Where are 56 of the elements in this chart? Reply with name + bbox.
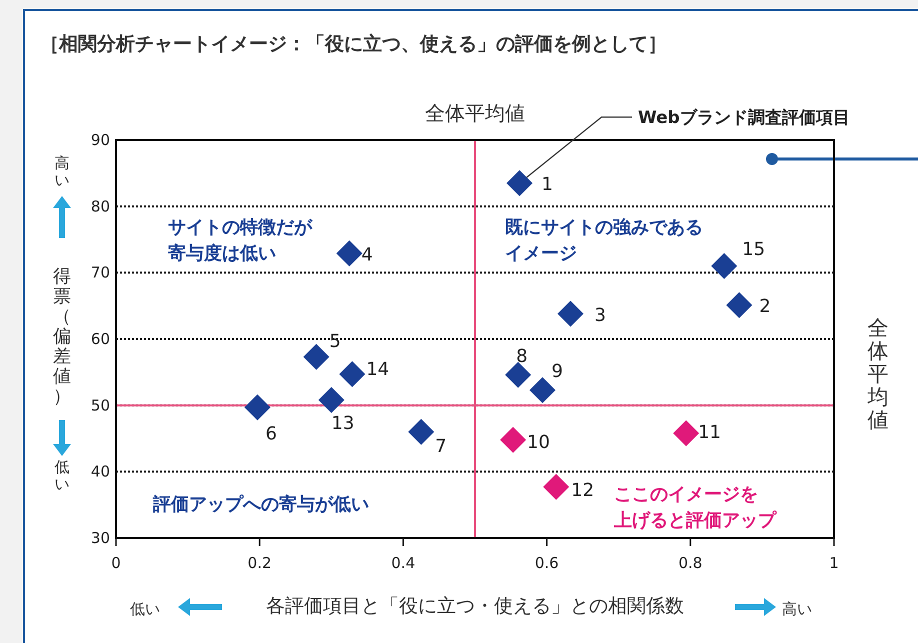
annotation: 15 xyxy=(742,239,766,260)
point xyxy=(505,362,532,388)
annotation: 1 xyxy=(542,174,553,196)
y-tick-label: 50 xyxy=(90,396,110,414)
y-tick-label: 60 xyxy=(90,330,110,348)
text: 低い xyxy=(130,600,160,618)
y-tick-label: 90 xyxy=(90,131,110,149)
y-tick-label: 40 xyxy=(90,462,110,481)
point xyxy=(303,344,330,370)
annotation: 9 xyxy=(551,361,563,382)
x-tick-label: 0.2 xyxy=(248,554,272,572)
x-axis-title: 各評価項目と「役に立つ・使える」との相関係数 xyxy=(266,595,684,617)
point xyxy=(506,170,533,196)
annotation: 3 xyxy=(594,304,606,326)
y-tick-label: 80 xyxy=(90,197,110,216)
annotation: 7 xyxy=(435,436,447,457)
x-tick-label: 1 xyxy=(829,554,839,572)
point xyxy=(318,387,344,414)
point xyxy=(529,377,556,404)
text: 高い xyxy=(54,154,70,189)
annotation: 13 xyxy=(331,413,354,434)
text: 高い xyxy=(782,600,812,618)
annotation: 10 xyxy=(527,432,550,453)
point xyxy=(673,420,700,446)
point xyxy=(543,474,570,500)
text: 低い xyxy=(54,458,70,493)
annotation: 8 xyxy=(516,346,528,367)
point xyxy=(557,300,584,327)
point xyxy=(500,426,526,453)
point xyxy=(244,394,270,420)
point xyxy=(339,361,366,388)
annotation: 11 xyxy=(698,422,721,444)
annotation: 4 xyxy=(361,244,373,266)
x-tick-label: 0.6 xyxy=(534,554,559,572)
ref-line-label: 全体平均値 xyxy=(425,101,525,125)
chart-title: ［相関分析チャートイメージ：「役に立つ、使える」の評価を例として］ xyxy=(40,33,667,55)
x-tick-label: 0 xyxy=(111,554,121,572)
y-tick-label: 70 xyxy=(90,264,110,282)
annotation: 12 xyxy=(571,480,594,501)
annotation: 6 xyxy=(265,423,277,444)
ref-line-label: 全体平均値 xyxy=(866,316,888,432)
point xyxy=(726,292,752,318)
point xyxy=(711,253,738,280)
x-tick-label: 0.8 xyxy=(678,554,702,572)
point xyxy=(336,240,362,266)
annotation: サイトの特徴だが寄与度は低い xyxy=(168,217,313,264)
x-tick-label: 0.4 xyxy=(391,554,416,572)
y-tick-label: 30 xyxy=(90,529,110,547)
point xyxy=(408,418,434,445)
annotation: ここのイメージを上げると評価アップ xyxy=(613,484,777,531)
annotation: 既にサイトの強みであるイメージ xyxy=(505,217,703,264)
y-axis-title: 得票（偏差値） xyxy=(53,266,71,407)
annotation: Webブランド調査評価項目 xyxy=(638,108,850,128)
annotation: 2 xyxy=(759,296,771,318)
annotation: 評価アップへの寄与が低い xyxy=(152,494,369,515)
annotation: 14 xyxy=(366,359,390,380)
